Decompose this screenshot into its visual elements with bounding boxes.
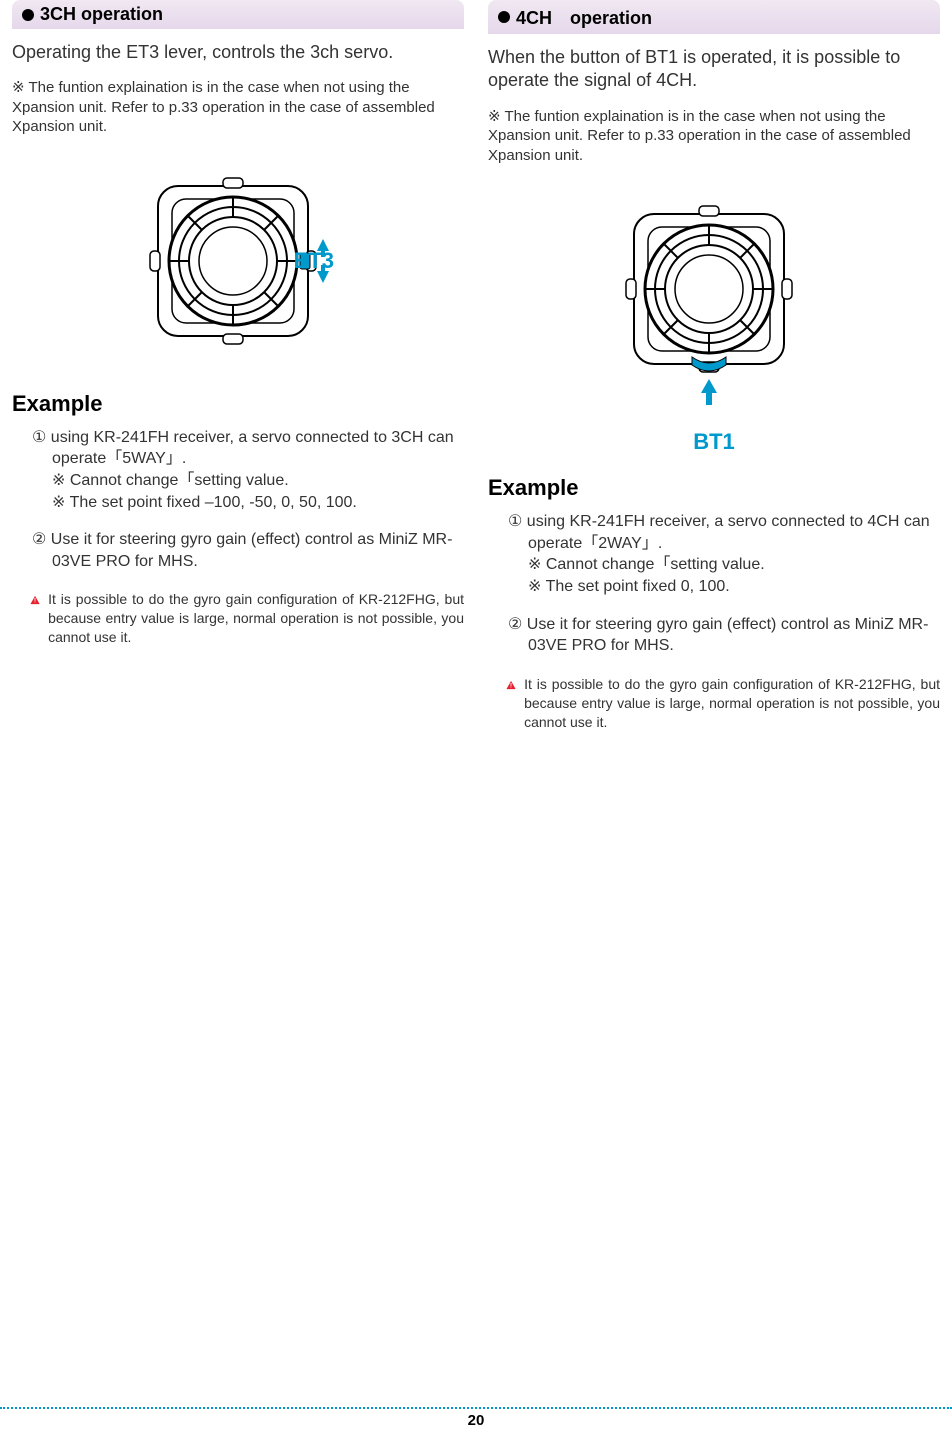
right-intro: When the button of BT1 is operated, it i… — [488, 46, 940, 93]
warning-icon: ! — [506, 675, 516, 695]
left-example-2: ② Use it for steering gyro gain (effect)… — [32, 529, 464, 572]
svg-text:!: ! — [510, 684, 512, 690]
bullet-icon — [22, 9, 34, 21]
right-header: 4CH operation — [488, 0, 940, 34]
left-intro: Operating the ET3 lever, controls the 3c… — [12, 41, 464, 64]
right-warning: ! It is possible to do the gyro gain con… — [506, 675, 940, 732]
et3-label: ET3 — [294, 248, 334, 274]
left-example-heading: Example — [12, 391, 464, 417]
right-note: ※ The funtion explaination is in the cas… — [488, 107, 940, 166]
svg-text:!: ! — [34, 599, 36, 605]
left-warning-text: It is possible to do the gyro gain confi… — [48, 590, 464, 647]
left-diagram: ET3 — [12, 161, 464, 361]
left-header-text: 3CH operation — [40, 4, 163, 25]
wheel-bt1-icon — [604, 189, 824, 419]
left-column: 3CH operation Operating the ET3 lever, c… — [0, 0, 476, 732]
right-header-text: 4CH operation — [516, 4, 652, 30]
footer-divider — [0, 1407, 952, 1409]
left-note: ※ The funtion explaination is in the cas… — [12, 78, 464, 137]
right-diagram — [488, 189, 940, 419]
left-warning: ! It is possible to do the gyro gain con… — [30, 590, 464, 647]
bt1-label: BT1 — [488, 429, 940, 455]
warning-icon: ! — [30, 590, 40, 610]
right-example-heading: Example — [488, 475, 940, 501]
page-number: 20 — [0, 1412, 952, 1429]
right-warning-text: It is possible to do the gyro gain confi… — [524, 675, 940, 732]
right-column: 4CH operation When the button of BT1 is … — [476, 0, 952, 732]
bullet-icon — [498, 11, 510, 23]
right-example-1: ① using KR-241FH receiver, a servo conne… — [508, 511, 940, 597]
left-header: 3CH operation — [12, 0, 464, 29]
right-example-2: ② Use it for steering gyro gain (effect)… — [508, 614, 940, 657]
page-container: 3CH operation Operating the ET3 lever, c… — [0, 0, 952, 732]
left-example-1: ① using KR-241FH receiver, a servo conne… — [32, 427, 464, 513]
